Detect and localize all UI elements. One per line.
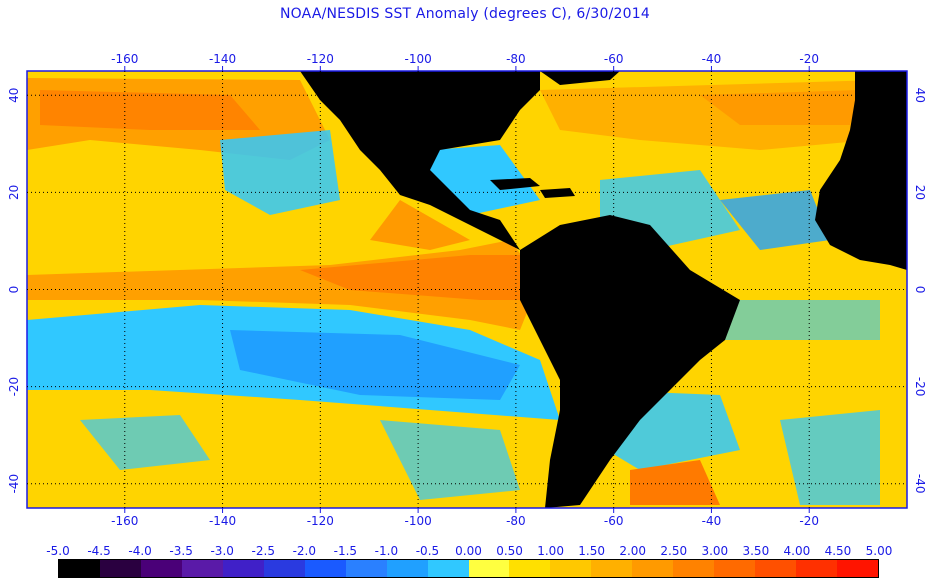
colorbar-swatch — [755, 560, 797, 577]
colorbar-label: -5.0 — [46, 544, 70, 558]
lon-label-top: -160 — [111, 52, 138, 66]
lon-label-top: -120 — [307, 52, 334, 66]
longitude-labels-top: -160 -140 -120 -100 -80 -60 -40 -20 — [111, 52, 819, 66]
lat-label-left: 20 — [7, 185, 21, 200]
colorbar-swatch — [837, 560, 879, 577]
colorbar-label: 5.00 — [865, 544, 893, 558]
colorbar-label: 4.50 — [824, 544, 852, 558]
colorbar-swatch — [550, 560, 592, 577]
colorbar-label: 3.00 — [701, 544, 729, 558]
colorbar-label: -1.5 — [333, 544, 358, 558]
colorbar-swatch — [140, 560, 182, 577]
lon-label-bottom: -20 — [799, 514, 819, 528]
lon-label-top: -40 — [702, 52, 722, 66]
colorbar-swatch — [345, 560, 387, 577]
latitude-labels-left: 40 20 0 -20 -40 — [7, 88, 21, 494]
lat-label-right: -40 — [913, 474, 927, 494]
lon-label-top: -100 — [404, 52, 431, 66]
colorbar-swatch — [509, 560, 551, 577]
longitude-labels-bottom: -160 -140 -120 -100 -80 -60 -40 -20 — [111, 514, 819, 528]
colorbar-label: -2.0 — [292, 544, 317, 558]
colorbar-swatch — [714, 560, 756, 577]
colorbar-swatch — [222, 560, 264, 577]
colorbar-swatch — [796, 560, 838, 577]
colorbar-label: -4.0 — [128, 544, 152, 558]
latitude-labels-right: 40 20 0 -20 -40 — [913, 88, 927, 494]
lat-label-left: -40 — [7, 474, 21, 494]
colorbar-label: 2.00 — [619, 544, 647, 558]
colorbar-swatch — [468, 560, 510, 577]
lon-label-top: -140 — [209, 52, 236, 66]
lat-label-right: -20 — [913, 377, 927, 397]
colorbar-label: -1.0 — [374, 544, 399, 558]
lat-label-left: 0 — [7, 286, 21, 294]
lon-label-bottom: -60 — [604, 514, 624, 528]
lon-label-bottom: -160 — [111, 514, 138, 528]
colorbar-label: -2.5 — [251, 544, 275, 558]
colorbar-label: 2.50 — [660, 544, 688, 558]
lon-label-top: -80 — [506, 52, 526, 66]
lat-label-left: -20 — [7, 377, 21, 397]
colorbar-swatch — [632, 560, 674, 577]
colorbar-label: 0.00 — [455, 544, 482, 558]
colorbar-label: -4.5 — [87, 544, 111, 558]
colorbar-swatch — [304, 560, 346, 577]
lon-label-bottom: -120 — [307, 514, 334, 528]
colorbar-swatch — [673, 560, 715, 577]
lat-label-right: 40 — [913, 88, 927, 103]
colorbar-label: 1.50 — [578, 544, 605, 558]
colorbar-label: 4.00 — [783, 544, 811, 558]
map-title: NOAA/NESDIS SST Anomaly (degrees C), 6/3… — [280, 6, 650, 22]
lon-label-bottom: -140 — [209, 514, 236, 528]
colorbar-label: -3.5 — [169, 544, 193, 558]
colorbar-label: -3.0 — [210, 544, 234, 558]
colorbar-label: -0.5 — [415, 544, 440, 558]
sst-anomaly-map: -160 -140 -120 -100 -80 -60 -40 -20 -160 -140 -12… — [7, 52, 927, 528]
lat-label-left: 40 — [7, 88, 21, 103]
lon-label-bottom: -100 — [404, 514, 431, 528]
colorbar-swatch — [181, 560, 223, 577]
lat-label-right: 0 — [913, 286, 927, 294]
colorbar-label: 3.50 — [742, 544, 770, 558]
colorbar-swatch — [427, 560, 469, 577]
colorbar-swatch — [386, 560, 428, 577]
lon-label-bottom: -40 — [702, 514, 722, 528]
lon-label-top: -60 — [604, 52, 624, 66]
colorbar-label: 0.50 — [496, 544, 523, 558]
colorbar-swatch — [99, 560, 141, 577]
colorbar-swatch — [59, 560, 100, 577]
graticule — [27, 66, 907, 513]
colorbar-swatch — [591, 560, 633, 577]
lat-label-right: 20 — [913, 185, 927, 200]
colorbar-labels: -5.0 -4.5 -4.0 -3.5 -3.0 -2.5 -2.0 -1.5 -1.0 -0.5… — [0, 544, 930, 560]
lon-label-top: -20 — [799, 52, 819, 66]
colorbar-swatch — [263, 560, 305, 577]
colorbar-label: 1.00 — [537, 544, 564, 558]
colorbar — [58, 559, 879, 578]
lon-label-bottom: -80 — [506, 514, 526, 528]
